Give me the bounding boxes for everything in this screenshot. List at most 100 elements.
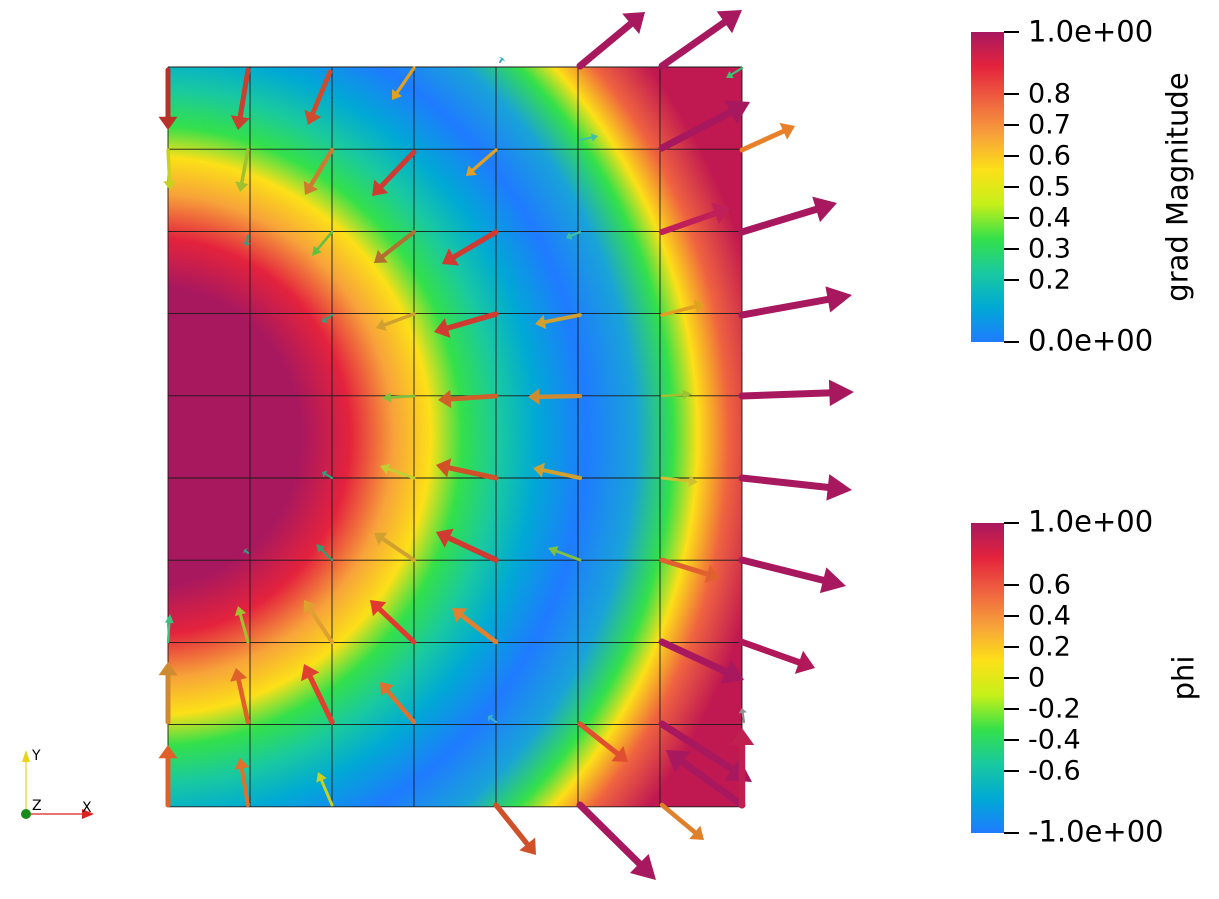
gradient-arrow-head — [452, 608, 468, 623]
gradient-arrow — [577, 721, 628, 762]
gradient-arrow-head — [164, 614, 174, 624]
gradient-arrow-shaft — [493, 802, 530, 847]
gradient-arrow — [158, 662, 178, 725]
colorbar-tick — [1004, 646, 1019, 648]
colorbar-tick — [1004, 124, 1019, 126]
gradient-arrow — [548, 546, 582, 562]
z-axis-marker — [21, 809, 31, 819]
gradient-arrow-head — [724, 100, 750, 124]
gradient-arrow-head — [466, 165, 477, 176]
z-axis-label: Z — [32, 798, 42, 814]
gradient-arrow-shaft — [236, 677, 251, 725]
gradient-arrow-shaft — [446, 535, 499, 563]
gradient-arrow-shaft — [446, 465, 499, 481]
gradient-arrow-head — [242, 241, 251, 246]
glyph-arrows — [158, 10, 854, 880]
gradient-arrow-head — [688, 475, 698, 487]
mesh-grid — [167, 66, 743, 808]
gradient-arrow-shaft — [382, 312, 416, 327]
gradient-arrow — [738, 196, 837, 236]
gradient-arrow — [660, 299, 705, 317]
gradient-arrow-head — [738, 708, 747, 714]
gradient-arrow-head — [488, 714, 494, 722]
gradient-arrow-head — [436, 528, 454, 548]
gradient-arrow-shaft — [739, 128, 786, 153]
colorbar-tick — [1004, 677, 1019, 679]
gradient-arrow — [316, 772, 334, 807]
gradient-arrow-shaft — [578, 136, 593, 142]
colorbar-tick-label: 0 — [1028, 662, 1046, 694]
gradient-arrow-head — [374, 532, 388, 546]
gradient-arrow-head — [303, 180, 319, 195]
gradient-arrow — [660, 389, 692, 400]
gradient-arrow-shaft — [320, 778, 334, 807]
gradient-arrow — [659, 802, 704, 840]
gradient-arrow-head — [498, 56, 506, 62]
gradient-arrow — [376, 312, 416, 331]
phi-min-tick — [1004, 832, 1019, 834]
gradient-arrow-shaft — [542, 313, 582, 324]
gradient-arrow-shaft — [244, 549, 250, 555]
colorbar-tick — [1004, 770, 1019, 772]
gradient-arrow-head — [794, 650, 815, 674]
gradient-arrow-head — [590, 133, 598, 142]
colorbar-tick — [1004, 615, 1019, 617]
gradient-arrow — [322, 313, 334, 323]
grad-magnitude-colorbar-swatch — [971, 32, 1004, 342]
gradient-arrow-head — [548, 546, 559, 557]
gradient-arrow-shaft — [324, 313, 334, 321]
gradient-arrow-shaft — [386, 467, 416, 480]
gradient-arrow-shaft — [316, 230, 334, 251]
gradient-arrow — [578, 133, 598, 142]
gradient-arrow — [576, 801, 656, 880]
colorbar-tick-label: 0.6 — [1028, 569, 1071, 601]
gradient-arrow-head — [158, 745, 178, 759]
gradient-arrow — [158, 67, 178, 130]
gradient-arrow-shaft — [389, 394, 416, 399]
phi-min-label: -1.0e+00 — [1028, 814, 1164, 849]
phi-colorbar[interactable] — [971, 523, 1004, 833]
gradient-arrow-shaft — [459, 613, 499, 645]
gradient-arrow-shaft — [730, 66, 744, 76]
x-axis-arrowhead — [82, 809, 94, 819]
gradient-arrow-shaft — [576, 801, 643, 867]
gradient-arrow-head — [322, 470, 328, 478]
gradient-arrow-head — [158, 116, 178, 130]
gradient-arrow — [738, 708, 747, 724]
gradient-arrow-shaft — [569, 230, 582, 237]
gradient-arrow — [436, 528, 499, 563]
gradient-arrow — [739, 122, 795, 153]
gradient-arrow-shaft — [738, 638, 803, 666]
gradient-arrow — [303, 147, 335, 195]
gradient-arrow-head — [235, 181, 249, 192]
gradient-arrow — [658, 100, 750, 152]
gradient-arrow — [242, 547, 250, 555]
gradient-arrow-shaft — [380, 229, 417, 259]
grad-magnitude-max-tick — [1004, 31, 1019, 33]
gradient-arrow-shaft — [555, 549, 582, 562]
gradient-arrow-shaft — [489, 716, 498, 724]
gradient-arrow-head — [611, 746, 628, 762]
gradient-arrow-head — [693, 299, 705, 314]
gradient-arrow-head — [528, 388, 540, 406]
gradient-arrow — [392, 66, 416, 100]
gradient-arrow-head — [438, 389, 452, 409]
phi-colorbar-swatch — [971, 523, 1004, 833]
gradient-arrow-head — [729, 728, 755, 745]
gradient-arrow — [729, 728, 755, 809]
gradient-arrow-shaft — [307, 674, 335, 725]
gradient-arrow-head — [825, 286, 852, 313]
gradient-arrow-shaft — [738, 556, 827, 584]
gradient-arrow-shaft — [679, 758, 746, 809]
colorbar-tick-label: 0.2 — [1028, 631, 1071, 663]
grad-magnitude-colorbar[interactable] — [971, 32, 1004, 342]
gradient-arrow — [242, 234, 251, 246]
gradient-arrow-head — [242, 547, 248, 555]
gradient-arrow-head — [442, 248, 459, 266]
gradient-arrow — [372, 149, 417, 196]
gradient-arrow-shaft — [385, 688, 417, 725]
gradient-arrow-shaft — [660, 304, 698, 317]
gradient-arrow-head — [666, 750, 691, 773]
x-axis-label: X — [82, 800, 92, 816]
